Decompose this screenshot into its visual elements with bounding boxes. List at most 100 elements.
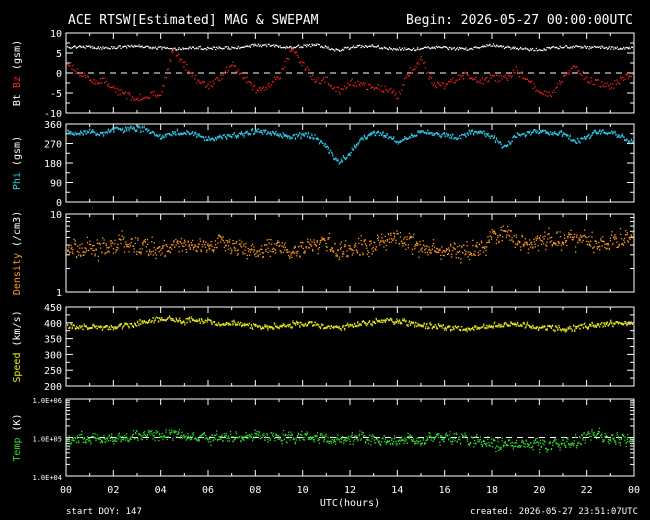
data-point bbox=[288, 135, 290, 137]
data-point bbox=[127, 92, 129, 94]
data-point bbox=[357, 325, 360, 327]
data-point bbox=[481, 242, 483, 244]
data-point bbox=[485, 249, 487, 252]
data-point bbox=[485, 46, 487, 48]
data-point bbox=[320, 46, 322, 48]
data-point bbox=[376, 320, 379, 322]
data-point bbox=[173, 432, 175, 434]
data-point bbox=[540, 243, 543, 245]
data-point bbox=[208, 248, 210, 250]
data-point bbox=[321, 324, 323, 326]
data-point bbox=[515, 323, 518, 326]
data-point bbox=[178, 47, 180, 49]
data-point bbox=[430, 250, 432, 252]
data-point bbox=[513, 47, 515, 50]
data-point bbox=[421, 324, 423, 326]
data-point bbox=[476, 327, 478, 329]
data-point bbox=[321, 142, 324, 144]
data-point bbox=[78, 434, 81, 436]
data-point bbox=[478, 327, 481, 329]
data-point bbox=[347, 82, 349, 84]
data-point bbox=[455, 138, 458, 141]
data-point bbox=[181, 321, 183, 323]
data-point bbox=[122, 46, 124, 48]
data-point bbox=[514, 322, 516, 324]
data-point bbox=[178, 319, 180, 321]
data-point bbox=[614, 234, 616, 236]
data-point bbox=[131, 238, 133, 240]
data-point bbox=[192, 319, 195, 321]
data-point bbox=[259, 325, 261, 328]
data-point bbox=[499, 140, 501, 143]
data-point bbox=[290, 254, 292, 256]
data-point bbox=[140, 253, 142, 255]
data-point bbox=[516, 321, 519, 324]
data-point bbox=[236, 47, 239, 49]
data-point bbox=[284, 325, 287, 328]
data-point bbox=[337, 326, 339, 328]
data-point bbox=[209, 438, 211, 440]
data-point bbox=[132, 97, 135, 99]
data-point bbox=[416, 48, 418, 51]
data-point bbox=[296, 252, 298, 255]
data-point bbox=[630, 140, 633, 142]
data-point bbox=[101, 132, 103, 134]
data-point bbox=[78, 251, 80, 253]
data-point bbox=[180, 133, 182, 135]
data-point bbox=[623, 46, 625, 49]
data-point bbox=[112, 329, 115, 331]
data-point bbox=[399, 323, 401, 325]
data-point bbox=[200, 318, 203, 320]
data-point bbox=[251, 89, 254, 91]
data-point bbox=[85, 45, 88, 47]
data-point bbox=[534, 327, 536, 329]
data-point bbox=[172, 49, 174, 51]
data-point bbox=[87, 437, 90, 439]
data-point bbox=[176, 319, 178, 321]
data-point bbox=[605, 132, 607, 135]
data-point bbox=[443, 255, 445, 257]
data-point bbox=[568, 47, 570, 49]
data-point bbox=[262, 252, 264, 254]
data-point bbox=[354, 322, 356, 325]
data-point bbox=[188, 437, 190, 439]
data-point bbox=[520, 324, 522, 326]
data-point bbox=[248, 323, 250, 325]
data-point bbox=[130, 241, 132, 244]
data-point bbox=[487, 236, 489, 238]
data-point bbox=[100, 46, 102, 49]
data-point bbox=[301, 246, 303, 248]
data-point bbox=[138, 100, 140, 102]
data-point bbox=[517, 323, 519, 325]
data-point bbox=[126, 436, 128, 438]
data-point bbox=[535, 132, 537, 134]
data-point bbox=[258, 250, 260, 253]
data-point bbox=[359, 139, 361, 141]
data-point bbox=[497, 45, 499, 47]
data-point bbox=[106, 132, 109, 134]
data-point bbox=[534, 129, 536, 131]
data-point bbox=[372, 132, 374, 134]
data-point bbox=[134, 44, 136, 47]
data-point bbox=[303, 325, 305, 327]
data-point bbox=[426, 251, 429, 254]
data-point bbox=[293, 52, 296, 54]
data-point bbox=[363, 134, 365, 136]
data-point bbox=[208, 438, 210, 440]
data-point bbox=[329, 149, 331, 151]
data-point bbox=[182, 61, 184, 63]
data-point bbox=[467, 328, 470, 330]
data-point bbox=[561, 134, 564, 136]
data-point bbox=[530, 49, 533, 51]
data-point bbox=[123, 45, 126, 47]
data-point bbox=[281, 242, 283, 244]
data-point bbox=[221, 137, 223, 139]
data-point bbox=[470, 328, 472, 330]
data-point bbox=[385, 318, 387, 321]
data-point bbox=[207, 439, 209, 441]
data-point bbox=[120, 323, 122, 325]
data-point bbox=[468, 259, 471, 261]
data-point bbox=[73, 69, 75, 71]
data-point bbox=[395, 239, 397, 241]
